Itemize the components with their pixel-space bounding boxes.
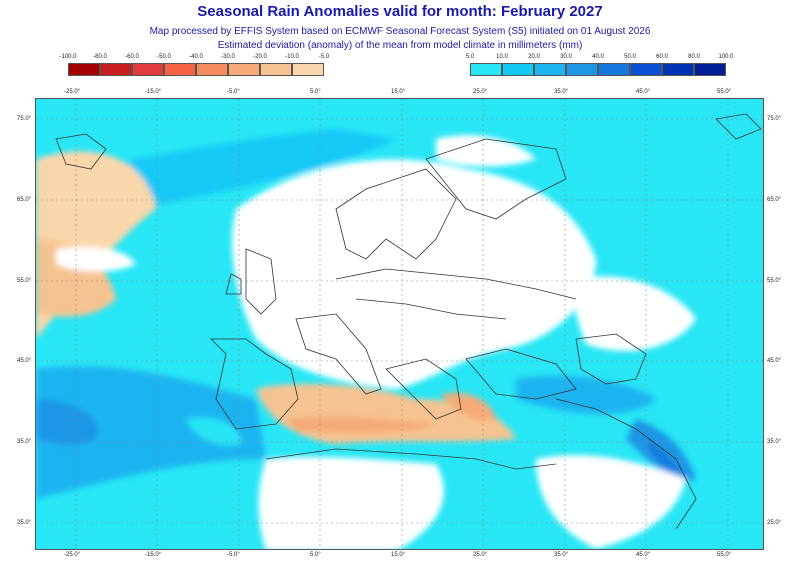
legend-swatch (164, 63, 196, 76)
lon-label-bottom: 15.0° (391, 552, 406, 558)
legend-swatch (470, 63, 502, 76)
anomaly-region-plus20 (36, 366, 266, 499)
neutral-region-north-africa (258, 456, 444, 549)
legend-label: -10.0 (285, 54, 299, 60)
anomaly-map (35, 98, 764, 550)
legend-swatch (630, 63, 662, 76)
anomaly-region-plus20-east (516, 375, 656, 414)
map-subtitle-units: Estimated deviation (anomaly) of the mea… (217, 40, 583, 51)
lon-label-bottom: 45.0° (636, 552, 651, 558)
legend-label: -30.0 (221, 54, 235, 60)
legend-swatch (694, 63, 726, 76)
lat-label-right: 25.0° (767, 520, 782, 526)
lon-label-bottom: -25.0° (64, 552, 81, 558)
lat-label-left: 35.0° (17, 439, 32, 445)
legend-label: -100.0 (59, 54, 77, 60)
lon-label-top: -25.0° (64, 89, 81, 95)
lat-label-left: 55.0° (17, 278, 32, 284)
anomaly-map-svg (36, 99, 763, 549)
legend-swatch (132, 63, 164, 76)
anomaly-region-minus20-south (286, 416, 436, 433)
lat-label-right: 75.0° (767, 116, 782, 122)
legend-label: -60.0 (125, 54, 139, 60)
lon-label-top: 35.0° (554, 89, 569, 95)
legend-swatch (534, 63, 566, 76)
legend-label: 80.0 (688, 54, 700, 60)
legend-label: 20.0 (528, 54, 540, 60)
legend-label: -80.0 (93, 54, 107, 60)
lon-label-bottom: -15.0° (145, 552, 162, 558)
legend-positive (470, 63, 726, 77)
lat-label-left: 65.0° (17, 197, 32, 203)
legend-swatch (292, 63, 324, 76)
anomaly-region-minus20-aegean (441, 392, 496, 421)
legend-swatch (502, 63, 534, 76)
lon-label-top: 45.0° (636, 89, 651, 95)
map-grid (36, 99, 763, 549)
lon-label-top: -5.0° (227, 89, 240, 95)
lon-label-bottom: 55.0° (717, 552, 732, 558)
legend-label: 100.0 (718, 54, 734, 60)
legend-swatch (68, 63, 100, 76)
legend-swatch (260, 63, 292, 76)
legend-swatch (100, 63, 132, 76)
lat-label-right: 45.0° (767, 358, 782, 364)
anomaly-region-plus5-iberia (186, 417, 241, 446)
lat-label-left: 75.0° (17, 116, 32, 122)
legend-label: -20.0 (253, 54, 267, 60)
map-subtitle-processing: Map processed by EFFIS System based on E… (149, 26, 651, 37)
legend-label: 40.0 (592, 54, 604, 60)
legend-label: 5.0 (465, 54, 475, 60)
lon-label-top: 15.0° (391, 89, 406, 95)
legend-label: 60.0 (656, 54, 668, 60)
legend-swatch (662, 63, 694, 76)
lat-label-right: 65.0° (767, 197, 782, 203)
legend-label: 50.0 (624, 54, 636, 60)
legend-label: 10.0 (496, 54, 508, 60)
anomaly-region-plus40-east (646, 439, 681, 474)
legend-label: -5.0 (318, 54, 330, 60)
neutral-region-middle-east (536, 455, 686, 549)
legend-negative (68, 63, 324, 77)
neutral-region-east (574, 276, 696, 351)
legend-label: -40.0 (189, 54, 203, 60)
legend-label: -50.0 (157, 54, 171, 60)
legend-swatch (566, 63, 598, 76)
legend-label: 30.0 (560, 54, 572, 60)
lon-label-top: -15.0° (145, 89, 162, 95)
legend-swatch (196, 63, 228, 76)
legend-swatch (228, 63, 260, 76)
neutral-region-scandinavia (436, 135, 536, 167)
lon-label-bottom: 35.0° (554, 552, 569, 558)
anomaly-region-plus30 (36, 399, 98, 445)
lat-label-right: 55.0° (767, 278, 782, 284)
lat-label-left: 25.0° (17, 520, 32, 526)
map-title: Seasonal Rain Anomalies valid for month:… (197, 3, 603, 20)
legend-swatch (598, 63, 630, 76)
coastlines (55, 113, 762, 530)
lon-label-top: 55.0° (717, 89, 732, 95)
lat-label-right: 35.0° (767, 439, 782, 445)
lon-label-bottom: -5.0° (227, 552, 240, 558)
lon-label-bottom: 5.0° (310, 552, 321, 558)
neutral-region-europe (232, 159, 596, 389)
lon-label-top: 5.0° (310, 89, 321, 95)
lon-label-bottom: 25.0° (473, 552, 488, 558)
lon-label-top: 25.0° (473, 89, 488, 95)
lat-label-left: 45.0° (17, 358, 32, 364)
